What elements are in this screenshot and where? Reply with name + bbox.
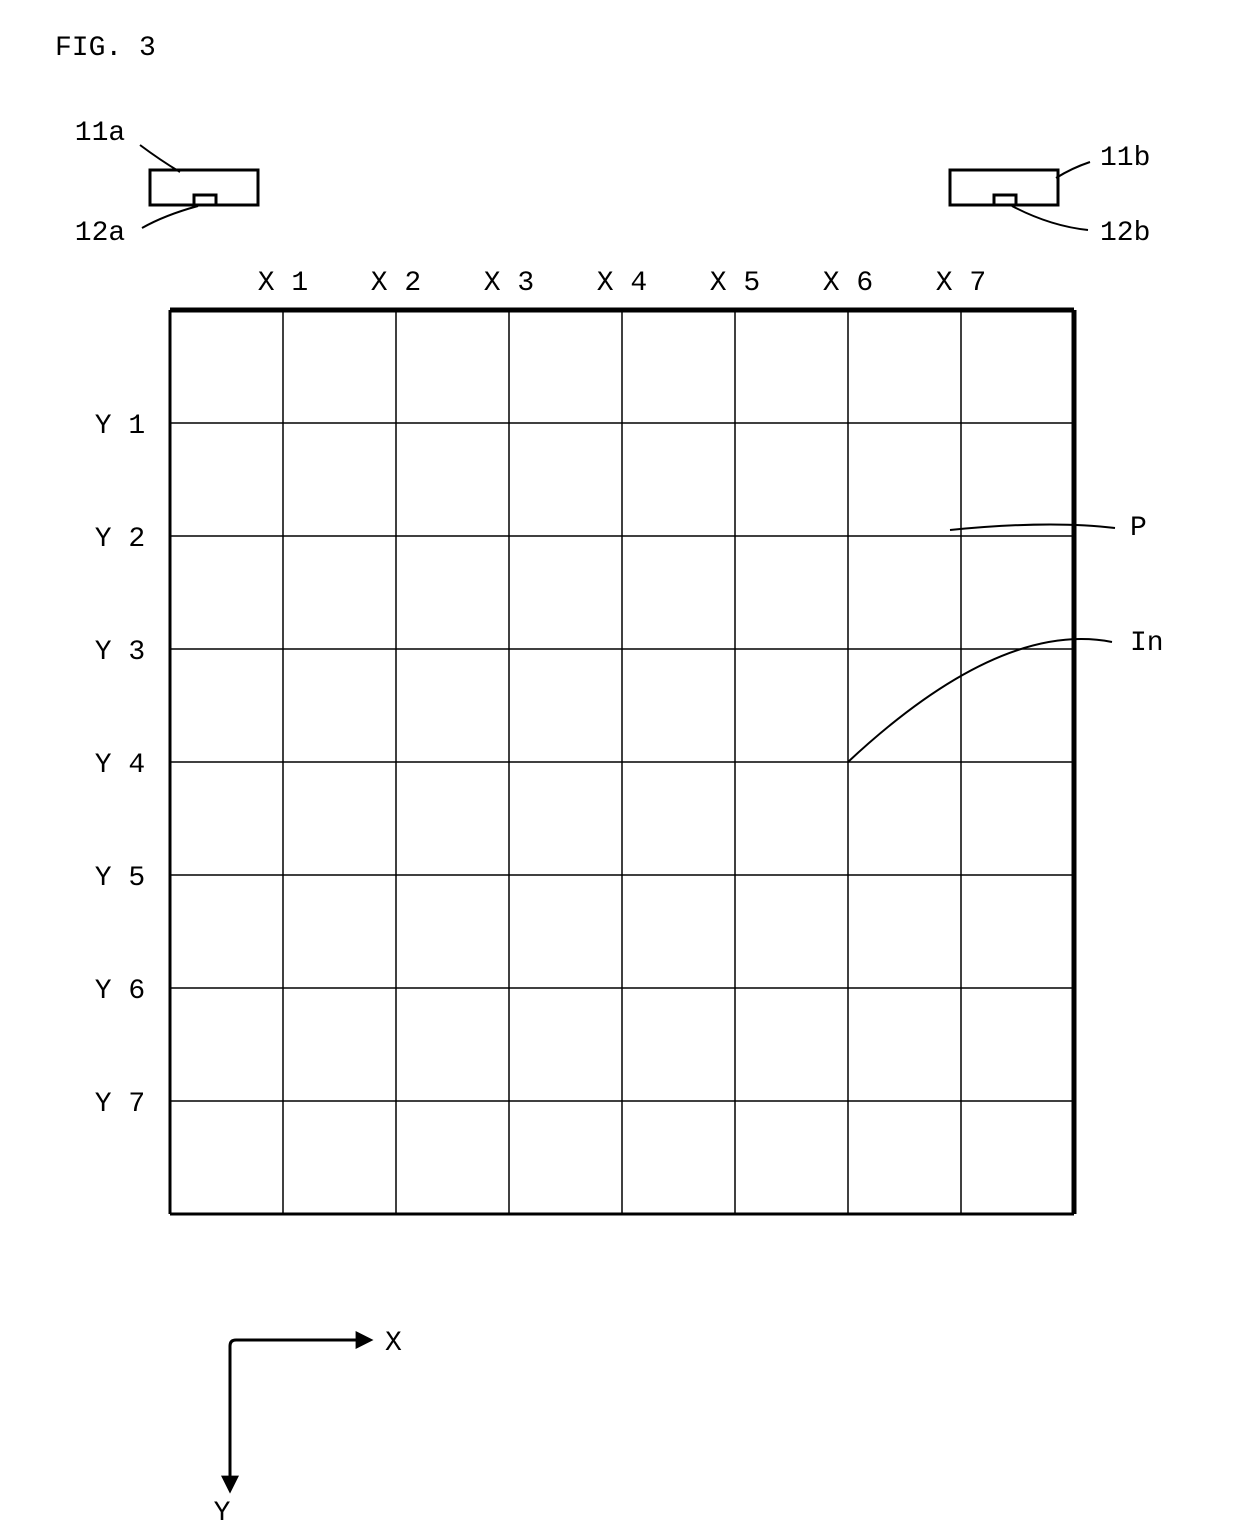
x-axis-label: X 4 — [597, 268, 647, 299]
leader-12a — [142, 206, 198, 228]
axis-label-x: X — [385, 1328, 402, 1359]
y-axis-label: Y 6 — [95, 976, 145, 1007]
y-axis-label: Y 1 — [95, 411, 145, 442]
y-axis-label: Y 2 — [95, 524, 145, 555]
label-11a: 11a — [75, 118, 125, 149]
label-P: P — [1130, 513, 1147, 544]
leader-11b — [1056, 162, 1090, 178]
sensor-right-port — [994, 195, 1016, 205]
x-axis-label: X 1 — [258, 268, 308, 299]
x-axis-label: X 7 — [936, 268, 986, 299]
label-12a: 12a — [75, 218, 125, 249]
label-In: In — [1130, 628, 1164, 659]
y-axis-label: Y 5 — [95, 863, 145, 894]
x-axis-label: X 6 — [823, 268, 873, 299]
x-axis-label: X 5 — [710, 268, 760, 299]
y-axis-label: Y 7 — [95, 1089, 145, 1120]
label-12b: 12b — [1100, 218, 1150, 249]
y-axis-label: Y 4 — [95, 750, 145, 781]
leader-12b — [1012, 206, 1088, 230]
axis-indicator — [230, 1340, 370, 1490]
axis-label-y: Y — [214, 1498, 231, 1525]
sensor-left-port — [194, 195, 216, 205]
leader-P — [950, 524, 1115, 530]
figure-title: FIG. 3 — [55, 33, 156, 64]
x-axis-label: X 2 — [371, 268, 421, 299]
label-11b: 11b — [1100, 143, 1150, 174]
y-axis-label: Y 3 — [95, 637, 145, 668]
figure-svg: FIG. 3 X 1 X 2 X 3 X 4 X 5 X 6 X 7 Y 1 Y 2 Y 3 Y 4 Y… — [0, 0, 1240, 1525]
x-axis-label: X 3 — [484, 268, 534, 299]
leader-11a — [140, 145, 180, 172]
